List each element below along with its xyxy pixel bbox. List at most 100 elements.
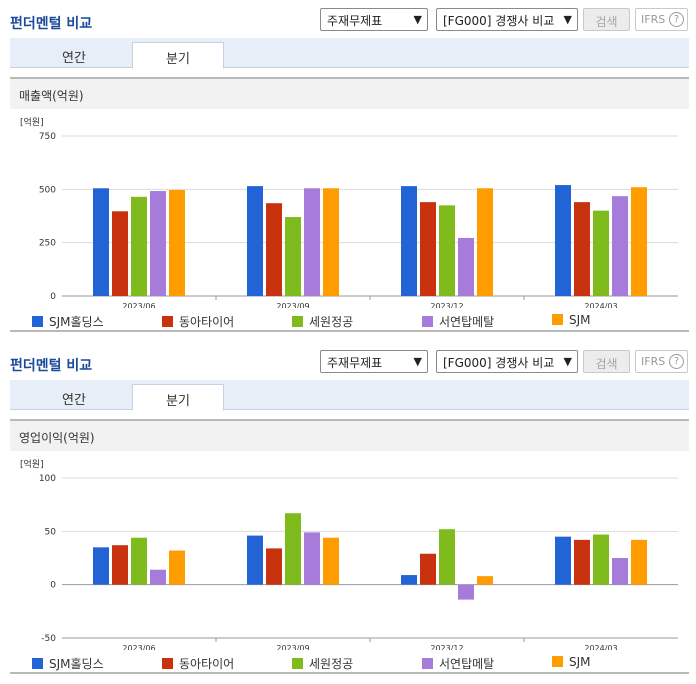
- chevron-down-icon: ▼: [563, 13, 572, 26]
- bar-2-2023-06[interactable]: [112, 211, 128, 296]
- x-tick-label: 2024/03: [584, 302, 617, 308]
- bar-2-2023-09[interactable]: [266, 203, 282, 296]
- ifrs-help-button[interactable]: IFRS?: [635, 8, 688, 31]
- legend-swatch: [552, 314, 563, 325]
- legend-swatch: [422, 658, 433, 669]
- bar-1-2023-06[interactable]: [93, 188, 109, 296]
- legend-swatch: [162, 658, 173, 669]
- bar-2-2023-06[interactable]: [112, 545, 128, 585]
- statement-select-value: 주재무제표: [327, 356, 383, 370]
- legend-item[interactable]: SJM: [552, 655, 591, 669]
- chart-legend: SJM홀딩스 동아타이어 세원정공 서연탑메탈 SJM: [10, 652, 689, 674]
- x-tick-label: 2023/09: [276, 302, 309, 308]
- legend-label: SJM: [569, 655, 591, 669]
- y-tick-label: 750: [39, 132, 56, 142]
- fundamental-panel-revenue: 펀더멘털 비교 주재무제표 ▼ [FG000] 경쟁사 비교 ▼ 검색 IFRS? …: [0, 0, 696, 340]
- bar-4-2024-03[interactable]: [612, 558, 628, 585]
- bar-5-2023-12[interactable]: [477, 576, 493, 585]
- legend-item[interactable]: 서연탑메탈: [422, 655, 494, 672]
- legend-label: 세원정공: [309, 657, 354, 671]
- bar-3-2023-12[interactable]: [439, 205, 455, 296]
- legend-item[interactable]: SJM홀딩스: [32, 313, 104, 330]
- legend-label: SJM홀딩스: [49, 657, 104, 671]
- tab-annual[interactable]: 연간: [62, 393, 86, 408]
- legend-item[interactable]: 서연탑메탈: [422, 313, 494, 330]
- legend-swatch: [292, 658, 303, 669]
- bar-1-2024-03[interactable]: [555, 536, 571, 585]
- bar-1-2023-09[interactable]: [247, 186, 263, 296]
- help-icon: ?: [669, 354, 684, 369]
- bar-1-2023-06[interactable]: [93, 547, 109, 585]
- bar-2-2024-03[interactable]: [574, 539, 590, 585]
- bar-2-2023-12[interactable]: [420, 202, 436, 296]
- tab-quarterly[interactable]: 분기: [132, 384, 224, 411]
- peer-group-select[interactable]: [FG000] 경쟁사 비교 ▼: [436, 8, 578, 31]
- ifrs-help-button[interactable]: IFRS?: [635, 350, 688, 373]
- bar-4-2023-06[interactable]: [150, 191, 166, 296]
- panel-title: 펀더멘털 비교: [10, 16, 93, 32]
- statement-select[interactable]: 주재무제표 ▼: [320, 350, 428, 373]
- search-button[interactable]: 검색: [583, 350, 630, 373]
- bar-1-2024-03[interactable]: [555, 185, 571, 296]
- section-header: 매출액(억원): [10, 77, 689, 109]
- legend-label: SJM홀딩스: [49, 315, 104, 329]
- section-title: 매출액(억원): [19, 89, 84, 103]
- bar-4-2023-06[interactable]: [150, 569, 166, 585]
- search-button[interactable]: 검색: [583, 8, 630, 31]
- legend-label: 동아타이어: [179, 657, 235, 671]
- revenue-bar-chart: [억원] 0 250 500 750 2023/06 2023/09 2023/12 2024/…: [20, 116, 678, 308]
- bar-5-2023-09[interactable]: [323, 188, 339, 296]
- legend-item[interactable]: 세원정공: [292, 313, 353, 330]
- bar-4-2023-09[interactable]: [304, 188, 320, 296]
- bar-1-2023-09[interactable]: [247, 535, 263, 585]
- bar-3-2023-09[interactable]: [285, 217, 301, 296]
- bar-1-2023-12[interactable]: [401, 575, 417, 585]
- bar-5-2023-12[interactable]: [477, 188, 493, 296]
- x-tick-label: 2023/06: [122, 302, 155, 308]
- chart-legend: SJM홀딩스 동아타이어 세원정공 서연탑메탈 SJM: [10, 310, 689, 332]
- legend-label: 세원정공: [309, 315, 354, 329]
- x-tick-label: 2023/12: [430, 302, 463, 308]
- legend-item[interactable]: SJM: [552, 313, 591, 327]
- bar-2-2023-09[interactable]: [266, 548, 282, 585]
- bar-3-2024-03[interactable]: [593, 210, 609, 296]
- bar-3-2023-06[interactable]: [131, 537, 147, 585]
- bar-3-2023-12[interactable]: [439, 529, 455, 585]
- bar-3-2024-03[interactable]: [593, 534, 609, 585]
- bar-5-2024-03[interactable]: [631, 539, 647, 585]
- statement-select[interactable]: 주재무제표 ▼: [320, 8, 428, 31]
- bar-4-2023-12[interactable]: [458, 584, 474, 600]
- legend-swatch: [292, 316, 303, 327]
- period-tabs: 연간 분기: [10, 38, 689, 69]
- y-tick-label: 500: [39, 185, 56, 195]
- legend-label: 서연탑메탈: [439, 315, 495, 329]
- bar-4-2023-09[interactable]: [304, 532, 320, 585]
- y-tick-label: 0: [50, 292, 56, 302]
- bar-5-2023-09[interactable]: [323, 537, 339, 585]
- tab-quarterly[interactable]: 분기: [132, 42, 224, 69]
- bar-5-2024-03[interactable]: [631, 187, 647, 296]
- legend-item[interactable]: 동아타이어: [162, 313, 234, 330]
- legend-item[interactable]: 동아타이어: [162, 655, 234, 672]
- bar-4-2024-03[interactable]: [612, 196, 628, 296]
- y-tick-label: 250: [39, 239, 56, 249]
- bar-5-2023-06[interactable]: [169, 550, 185, 585]
- bar-3-2023-06[interactable]: [131, 196, 147, 296]
- panel-title: 펀더멘털 비교: [10, 358, 93, 374]
- peer-group-select[interactable]: [FG000] 경쟁사 비교 ▼: [436, 350, 578, 373]
- fundamental-panel-operating-profit: 펀더멘털 비교 주재무제표 ▼ [FG000] 경쟁사 비교 ▼ 검색 IFRS? …: [0, 342, 696, 684]
- legend-item[interactable]: SJM홀딩스: [32, 655, 104, 672]
- peer-group-select-value: [FG000] 경쟁사 비교: [443, 14, 555, 28]
- bar-2-2023-12[interactable]: [420, 553, 436, 585]
- chevron-down-icon: ▼: [413, 355, 422, 368]
- bar-2-2024-03[interactable]: [574, 202, 590, 296]
- bar-5-2023-06[interactable]: [169, 189, 185, 296]
- section-title: 영업이익(억원): [19, 431, 95, 445]
- legend-swatch: [422, 316, 433, 327]
- legend-item[interactable]: 세원정공: [292, 655, 353, 672]
- bar-4-2023-12[interactable]: [458, 237, 474, 296]
- y-tick-label: 100: [39, 474, 56, 484]
- bar-1-2023-12[interactable]: [401, 186, 417, 296]
- tab-annual[interactable]: 연간: [62, 51, 86, 66]
- bar-3-2023-09[interactable]: [285, 513, 301, 585]
